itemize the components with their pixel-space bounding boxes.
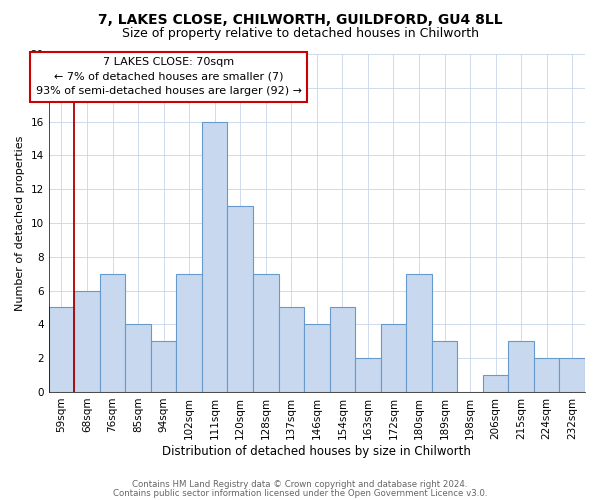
Y-axis label: Number of detached properties: Number of detached properties bbox=[15, 136, 25, 310]
Bar bbox=[559, 358, 585, 392]
Bar bbox=[74, 290, 100, 392]
Bar bbox=[355, 358, 380, 392]
Bar bbox=[483, 375, 508, 392]
Bar bbox=[304, 324, 329, 392]
Bar bbox=[100, 274, 125, 392]
Bar bbox=[151, 342, 176, 392]
X-axis label: Distribution of detached houses by size in Chilworth: Distribution of detached houses by size … bbox=[163, 444, 471, 458]
Bar bbox=[125, 324, 151, 392]
Bar bbox=[49, 308, 74, 392]
Bar bbox=[176, 274, 202, 392]
Text: 7 LAKES CLOSE: 70sqm
← 7% of detached houses are smaller (7)
93% of semi-detache: 7 LAKES CLOSE: 70sqm ← 7% of detached ho… bbox=[36, 58, 302, 96]
Bar bbox=[253, 274, 278, 392]
Bar bbox=[278, 308, 304, 392]
Bar bbox=[508, 342, 534, 392]
Text: 7, LAKES CLOSE, CHILWORTH, GUILDFORD, GU4 8LL: 7, LAKES CLOSE, CHILWORTH, GUILDFORD, GU… bbox=[98, 12, 502, 26]
Bar bbox=[202, 122, 227, 392]
Text: Contains HM Land Registry data © Crown copyright and database right 2024.: Contains HM Land Registry data © Crown c… bbox=[132, 480, 468, 489]
Bar bbox=[432, 342, 457, 392]
Bar bbox=[329, 308, 355, 392]
Text: Contains public sector information licensed under the Open Government Licence v3: Contains public sector information licen… bbox=[113, 488, 487, 498]
Text: Size of property relative to detached houses in Chilworth: Size of property relative to detached ho… bbox=[121, 28, 479, 40]
Bar bbox=[406, 274, 432, 392]
Bar bbox=[227, 206, 253, 392]
Bar bbox=[380, 324, 406, 392]
Bar bbox=[534, 358, 559, 392]
